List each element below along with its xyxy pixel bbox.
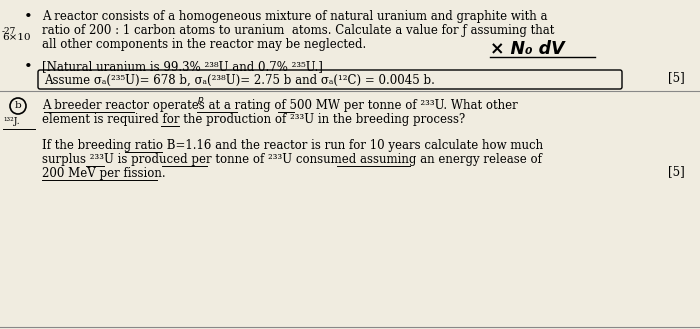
Text: × N₀ dV: × N₀ dV <box>490 40 565 58</box>
Text: p: p <box>197 95 203 104</box>
Text: b: b <box>15 102 22 111</box>
Text: [5]: [5] <box>668 71 685 85</box>
Text: [5]: [5] <box>668 165 685 179</box>
FancyBboxPatch shape <box>38 70 622 89</box>
Text: A breeder reactor operates at a rating of 500 MW per tonne of ²³³U. What other: A breeder reactor operates at a rating o… <box>42 99 518 112</box>
Text: 6×10: 6×10 <box>2 33 31 42</box>
Text: A reactor consists of a homogeneous mixture of natural uranium and graphite with: A reactor consists of a homogeneous mixt… <box>42 10 547 23</box>
Text: all other components in the reactor may be neglected.: all other components in the reactor may … <box>42 38 366 51</box>
Text: ratio of 200 : 1 carbon atoms to uranium  atoms. Calculate a value for ƒ assumin: ratio of 200 : 1 carbon atoms to uranium… <box>42 24 554 37</box>
Text: 200 MeV per fission.: 200 MeV per fission. <box>42 167 166 180</box>
Text: -27: -27 <box>2 27 16 36</box>
Text: element is required for the production of ²³³U in the breeding process?: element is required for the production o… <box>42 113 466 126</box>
Text: •: • <box>24 60 32 74</box>
Text: surplus ²³³U is produced per tonne of ²³³U consumed assuming an energy release o: surplus ²³³U is produced per tonne of ²³… <box>42 153 542 166</box>
Text: Assume σₐ(²³⁵U)= 678 b, σₐ(²³⁸U)= 2.75 b and σₐ(¹²C) = 0.0045 b.: Assume σₐ(²³⁵U)= 678 b, σₐ(²³⁸U)= 2.75 b… <box>44 74 435 87</box>
Text: [Natural uranium is 99.3% ²³⁸U and 0.7% ²³⁵U.]: [Natural uranium is 99.3% ²³⁸U and 0.7% … <box>42 60 323 73</box>
Text: •: • <box>24 10 32 24</box>
Text: ¹³²J.: ¹³²J. <box>3 117 20 126</box>
Text: If the breeding ratio B=1.16 and the reactor is run for 10 years calculate how m: If the breeding ratio B=1.16 and the rea… <box>42 139 543 152</box>
